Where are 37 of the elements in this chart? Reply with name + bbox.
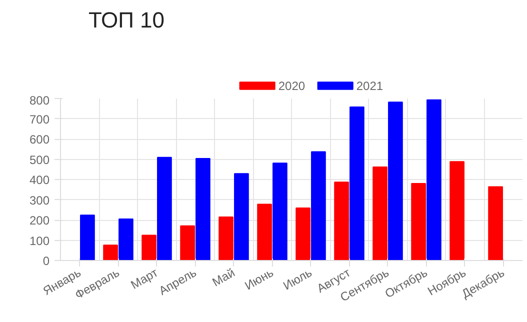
bar bbox=[180, 225, 195, 260]
legend-label: 2020 bbox=[278, 79, 306, 94]
bar bbox=[257, 204, 272, 260]
bar bbox=[388, 102, 403, 260]
y-tick-label: 800 bbox=[29, 94, 50, 108]
x-tick-label: Март bbox=[128, 265, 161, 292]
bar bbox=[103, 244, 118, 260]
y-tick-label: 400 bbox=[29, 173, 50, 187]
y-tick-label: 700 bbox=[29, 112, 50, 126]
x-tick-label: Май bbox=[210, 265, 238, 290]
bar bbox=[272, 162, 288, 260]
bar bbox=[450, 161, 464, 260]
legend-label: 2021 bbox=[356, 79, 384, 94]
y-tick-label: 100 bbox=[29, 234, 50, 248]
bar bbox=[296, 208, 310, 260]
x-tick-label: Июнь bbox=[242, 265, 276, 293]
y-tick-label: 300 bbox=[29, 193, 50, 208]
bar bbox=[411, 183, 426, 260]
chart-title: ТОП 10 bbox=[88, 8, 164, 32]
bar bbox=[488, 186, 503, 260]
y-tick-label: 200 bbox=[29, 214, 50, 228]
bar bbox=[426, 99, 442, 260]
bar bbox=[142, 234, 156, 260]
bar bbox=[118, 218, 134, 260]
bar bbox=[80, 214, 95, 260]
x-tick-label: Июль bbox=[280, 265, 314, 293]
bar bbox=[334, 182, 349, 260]
y-tick-label: 500 bbox=[29, 152, 50, 167]
bar bbox=[234, 173, 249, 260]
bar bbox=[218, 216, 234, 260]
bar bbox=[372, 166, 388, 260]
y-tick-label: 0 bbox=[42, 254, 50, 268]
bar bbox=[196, 158, 210, 260]
bar bbox=[350, 106, 364, 260]
bar bbox=[157, 156, 172, 260]
bar bbox=[311, 151, 326, 260]
y-tick-label: 600 bbox=[29, 132, 50, 146]
